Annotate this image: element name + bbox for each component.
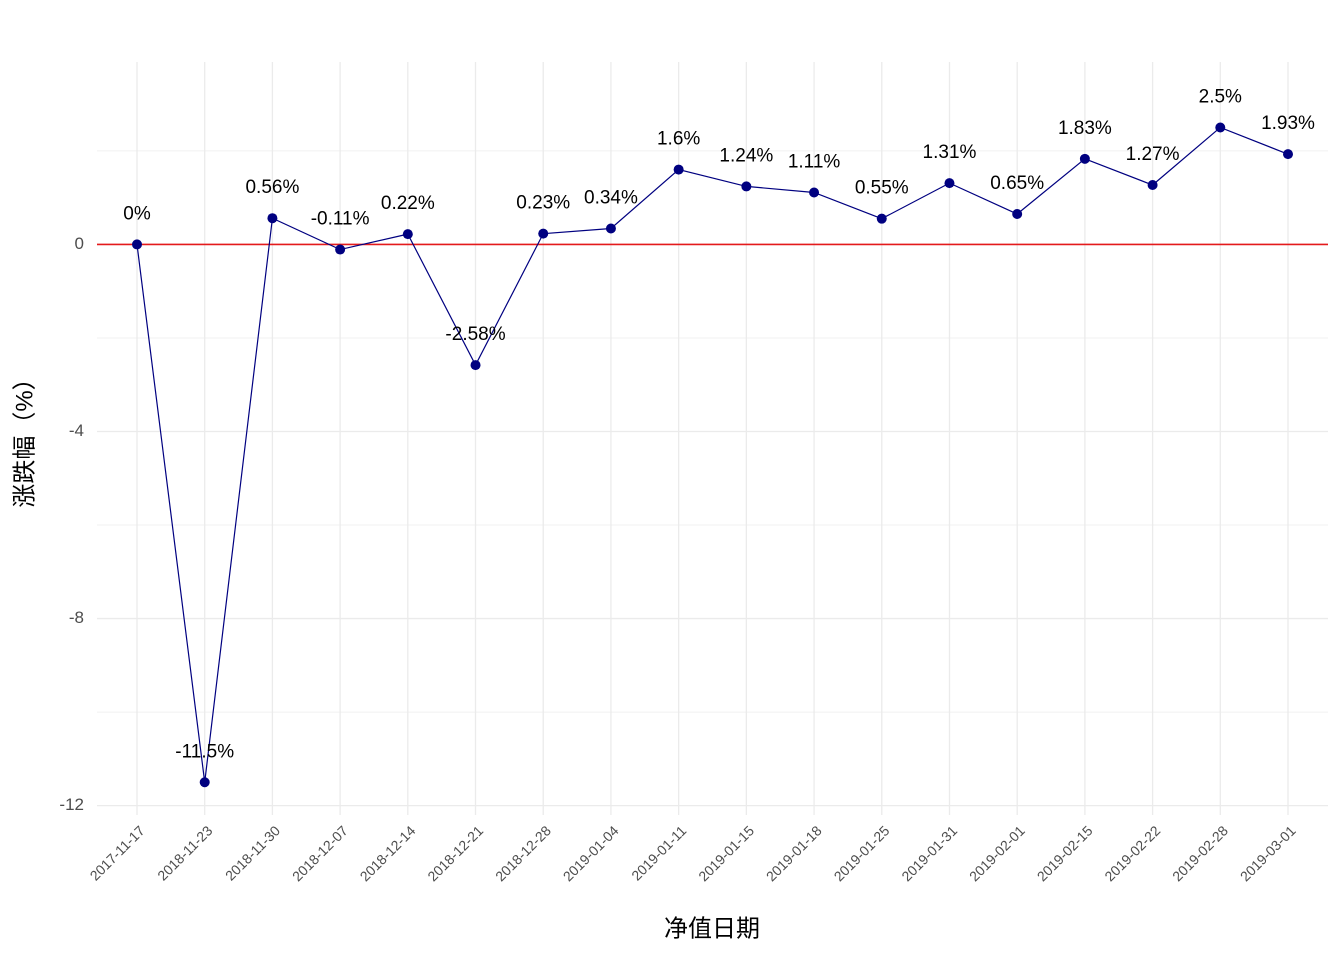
- point: [876, 213, 887, 224]
- data-label: 1.6%: [657, 129, 700, 150]
- x-tick-label: 2018-11-23: [154, 822, 215, 883]
- point: [1147, 180, 1158, 191]
- x-tick-label: 2018-12-21: [424, 822, 486, 884]
- point: [605, 223, 616, 234]
- x-tick-label: 2018-11-30: [222, 822, 283, 883]
- x-tick-label: 2019-01-25: [831, 822, 893, 884]
- data-label: -2.58%: [445, 324, 505, 345]
- x-tick-label: 2019-02-01: [966, 822, 1028, 884]
- point: [1283, 149, 1293, 160]
- x-tick-label: 2018-12-07: [289, 822, 351, 884]
- data-label: 0.65%: [990, 173, 1044, 194]
- x-tick-label: 2019-02-22: [1101, 822, 1163, 884]
- x-tick-label: 2019-01-04: [560, 822, 622, 884]
- point: [1215, 122, 1226, 133]
- data-label: 1.27%: [1126, 144, 1180, 165]
- x-tick-label: 2019-02-15: [1034, 822, 1096, 884]
- data-label: 0.22%: [381, 193, 435, 214]
- data-label: -0.11%: [311, 209, 370, 230]
- data-label: 0.34%: [584, 188, 638, 209]
- line: [136, 126, 1289, 783]
- point: [944, 178, 955, 189]
- point: [1012, 209, 1023, 220]
- y-tick-label: 0: [75, 234, 84, 253]
- point: [741, 181, 752, 192]
- y-tick-label: -12: [59, 795, 84, 814]
- point: [402, 229, 413, 240]
- x-tick-label: 2019-01-11: [628, 822, 689, 883]
- point: [809, 187, 820, 198]
- data-label: 0.56%: [245, 177, 299, 198]
- point: [1079, 153, 1090, 164]
- point: [538, 228, 549, 239]
- data-label: 0.23%: [516, 193, 570, 214]
- point: [132, 239, 142, 250]
- x-tick-label: 2018-12-14: [357, 822, 419, 884]
- data-label: 1.11%: [788, 152, 841, 173]
- x-tick-label: 2019-01-15: [695, 822, 757, 884]
- point: [470, 360, 481, 371]
- data-label: 1.31%: [923, 142, 977, 163]
- x-tick-label: 2019-02-28: [1169, 822, 1231, 884]
- data-label: 1.83%: [1058, 118, 1112, 139]
- data-label: -11.5%: [175, 741, 234, 762]
- point: [267, 213, 278, 224]
- y-tick-label: -4: [69, 421, 84, 440]
- point: [673, 164, 684, 175]
- x-tick-label: 2019-01-18: [763, 822, 825, 884]
- data-label: 2.5%: [1199, 86, 1242, 107]
- data-label: 1.24%: [719, 145, 773, 166]
- data-label: 1.93%: [1261, 113, 1315, 134]
- x-tick-label: 2019-01-31: [898, 822, 960, 884]
- data-label: 0%: [123, 203, 151, 224]
- x-tick-label: 2018-12-28: [492, 822, 554, 884]
- point: [335, 244, 346, 255]
- point: [199, 777, 210, 788]
- data-label: 0.55%: [855, 178, 909, 199]
- y-tick-label: -8: [69, 608, 84, 627]
- x-tick-label: 2017-11-17: [87, 822, 148, 883]
- x-axis-title: 净值日期: [664, 915, 760, 942]
- x-tick-label: 2019-03-01: [1237, 822, 1299, 884]
- y-axis-title: 涨跌幅（%）: [11, 366, 38, 507]
